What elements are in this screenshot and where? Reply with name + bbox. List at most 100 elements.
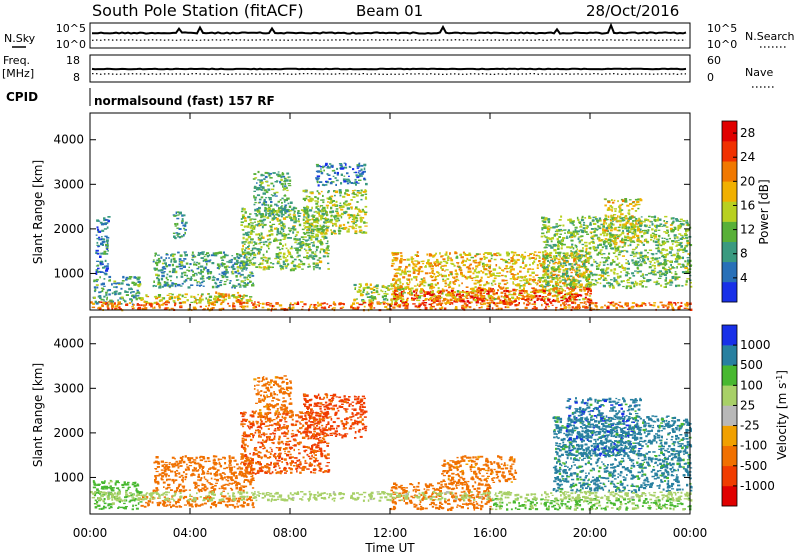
echo-cell	[476, 297, 479, 299]
echo-cell	[352, 182, 357, 185]
echo-cell	[99, 264, 103, 266]
echo-cell	[258, 198, 262, 201]
echo-cell	[453, 276, 456, 279]
echo-cell	[156, 262, 160, 264]
echo-cell	[96, 286, 99, 289]
echo-cell	[240, 218, 243, 220]
echo-cell	[325, 180, 328, 183]
echo-cell	[262, 236, 265, 239]
echo-cell	[362, 289, 365, 292]
echo-cell	[104, 302, 108, 305]
echo-cell	[569, 246, 572, 248]
echo-cell	[558, 290, 561, 293]
echo-cell	[501, 269, 505, 271]
echo-cell	[406, 283, 410, 286]
echo-cell	[279, 210, 283, 213]
echo-cell	[560, 275, 564, 277]
echo-cell	[689, 308, 693, 311]
echo-cell	[545, 289, 549, 292]
echo-cell	[587, 298, 590, 301]
echo-cell	[363, 177, 366, 180]
echo-cell	[300, 263, 303, 265]
echo-cell	[285, 216, 289, 218]
echo-cell	[326, 228, 329, 231]
echo-cell	[141, 307, 145, 311]
echo-cell	[374, 285, 378, 288]
echo-cell	[404, 268, 407, 271]
echo-cell	[434, 263, 437, 266]
echo-cell	[558, 277, 561, 280]
echo-cell	[473, 277, 477, 279]
echo-cell	[611, 206, 614, 209]
echo-cell	[584, 271, 587, 273]
echo-cell	[224, 294, 228, 296]
echo-cell	[224, 253, 227, 257]
echo-cell	[629, 243, 632, 247]
echo-cell	[634, 233, 637, 236]
echo-cell	[604, 238, 608, 240]
echo-cell	[361, 194, 365, 196]
echo-cell	[359, 219, 363, 222]
echo-cell	[286, 186, 288, 189]
echo-cell	[523, 292, 526, 294]
echo-cell	[98, 231, 101, 233]
echo-cell	[536, 267, 539, 269]
echo-cell	[263, 198, 266, 202]
echo-cell	[220, 263, 224, 266]
echo-cell	[181, 260, 185, 262]
echo-cell	[283, 180, 287, 183]
echo-cell	[387, 288, 390, 291]
echo-cell	[239, 284, 242, 287]
echo-cell	[429, 306, 432, 309]
echo-cell	[202, 278, 205, 280]
echo-cell	[398, 268, 401, 271]
echo-cell	[263, 200, 266, 203]
echo-cell	[460, 268, 462, 271]
echo-cell	[246, 258, 248, 260]
echo-cell	[455, 272, 458, 275]
echo-cell	[272, 184, 275, 188]
echo-cell	[477, 302, 480, 304]
echo-cell	[489, 297, 492, 300]
echo-cell	[337, 219, 341, 222]
echo-cell	[634, 198, 639, 201]
echo-cell	[598, 225, 601, 228]
echo-cell	[478, 263, 481, 266]
echo-cell	[683, 307, 688, 309]
echo-cell	[130, 287, 133, 290]
echo-cell	[580, 235, 584, 238]
echo-cell	[322, 194, 324, 197]
echo-cell	[297, 212, 299, 215]
echo-cell	[209, 299, 212, 301]
echo-cell	[113, 286, 117, 288]
echo-cell	[246, 251, 249, 255]
echo-cell	[291, 267, 295, 270]
echo-cell	[436, 282, 439, 285]
echo-cell	[421, 280, 424, 284]
echo-cell	[663, 260, 667, 262]
echo-cell	[441, 300, 445, 302]
echo-cell	[584, 224, 588, 226]
echo-cell	[386, 298, 389, 302]
echo-cell	[597, 264, 600, 267]
echo-cell	[596, 253, 600, 256]
echo-cell	[654, 229, 658, 232]
echo-cell	[261, 219, 265, 222]
echo-cell	[336, 171, 339, 175]
echo-cell	[541, 257, 545, 260]
echo-cell	[317, 211, 320, 214]
echo-cell	[152, 260, 155, 263]
echo-cell	[217, 285, 220, 288]
echo-cell	[362, 300, 366, 303]
echo-cell	[627, 244, 630, 247]
echo-cell	[571, 306, 574, 309]
echo-cell	[527, 295, 530, 298]
echo-cell	[264, 214, 267, 216]
echo-cell	[313, 253, 317, 255]
echo-cell	[485, 281, 488, 284]
echo-cell	[324, 221, 327, 224]
echo-cell	[193, 300, 197, 304]
echo-cell	[611, 201, 615, 204]
echo-cell	[245, 267, 248, 269]
echo-cell	[413, 285, 417, 287]
